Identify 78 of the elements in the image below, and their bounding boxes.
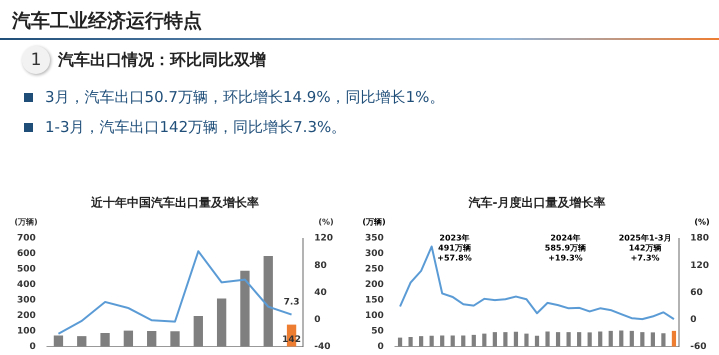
text: 1-3月，汽车出口142万辆，同比增长7.3%。: [45, 118, 346, 137]
y-tick-label: 100: [16, 326, 36, 336]
y-tick-label: 0: [378, 342, 384, 352]
bar: [640, 332, 644, 347]
bar: [482, 334, 486, 347]
bar: [100, 333, 110, 347]
y-tick-label: 500: [16, 264, 36, 275]
chart-title: 近十年中国汽车出口量及增长率: [90, 195, 259, 210]
y-tick-label: 700: [16, 234, 36, 244]
y2-tick-label: 60: [690, 288, 703, 298]
y2-axis-title: (%): [318, 217, 334, 226]
bar: [492, 332, 497, 347]
y2-tick-label: 0: [690, 314, 696, 325]
annotation: 2025年1-3月 142万辆 +7.3%: [618, 233, 672, 262]
y-tick-label: 400: [16, 280, 36, 290]
bar: [503, 332, 508, 347]
bar: [630, 330, 634, 347]
y-tick-label: 200: [364, 280, 384, 290]
bar: [194, 316, 203, 347]
bar: [240, 270, 250, 347]
bar: [545, 331, 550, 347]
y2-axis-title: (%): [694, 217, 710, 226]
bar: [450, 335, 455, 347]
bar: [608, 330, 613, 347]
bar: [534, 336, 540, 347]
bar: [430, 336, 434, 347]
bar: [524, 334, 529, 347]
y-tick-label: 150: [364, 296, 384, 306]
y2-tick-label: -60: [690, 342, 706, 352]
y2-tick-label: 80: [314, 260, 327, 271]
y-tick-label: 600: [16, 249, 36, 260]
bar: [461, 335, 466, 347]
bar: [577, 332, 582, 347]
y2-tick-label: 0: [314, 314, 320, 325]
chart-title: 汽车-月度出口量及增长率: [468, 195, 606, 210]
y-tick-label: 350: [364, 234, 384, 244]
y-axis-title: (万辆): [362, 217, 386, 226]
y-tick-label: 250: [364, 264, 384, 275]
y2-tick-label: 180: [690, 234, 710, 244]
bar: [170, 331, 180, 347]
y2-tick-label: 40: [314, 288, 327, 298]
y2-tick-label: 120: [314, 234, 334, 244]
bar: [472, 334, 476, 347]
y-tick-label: 50: [371, 326, 384, 336]
y2-tick-label: 120: [690, 260, 710, 271]
y-tick-label: 200: [16, 311, 36, 322]
bar: [566, 332, 571, 347]
y-tick-label: 100: [364, 311, 384, 322]
bar: [650, 332, 655, 347]
text: 汽车工业经济运行特点: [12, 9, 202, 34]
bar: [398, 338, 402, 347]
text: 汽车出口情况：环比同比双增: [58, 50, 266, 71]
bar: [588, 332, 592, 347]
bar: [419, 336, 424, 347]
bar: [124, 330, 134, 347]
y-tick-label: 300: [364, 249, 384, 260]
bar: [147, 330, 156, 347]
bar: [619, 330, 624, 347]
bar: [440, 335, 444, 347]
text: 3月，汽车出口50.7万辆，环比增长14.9%，同比增长1%。: [45, 88, 444, 107]
bar: [408, 337, 413, 347]
bar: [216, 298, 226, 347]
bar: [556, 332, 560, 347]
y2-tick-label: -40: [314, 342, 330, 352]
bar: [661, 333, 666, 347]
bar: [598, 331, 602, 347]
y-tick-label: 300: [16, 296, 36, 306]
circle-badge: 1: [22, 46, 50, 74]
bar: [672, 330, 676, 347]
annotation: 2024年 585.9万辆 +19.3%: [544, 233, 586, 262]
bar: [77, 336, 86, 347]
data-label: 7.3: [284, 297, 300, 308]
y-axis-title: (万辆): [14, 217, 38, 226]
y-tick-label: 0: [30, 342, 36, 352]
annotation: 2023年 491万辆 +57.8%: [437, 233, 472, 262]
bar: [264, 256, 273, 347]
bar: [54, 335, 64, 347]
bar: [514, 332, 518, 347]
